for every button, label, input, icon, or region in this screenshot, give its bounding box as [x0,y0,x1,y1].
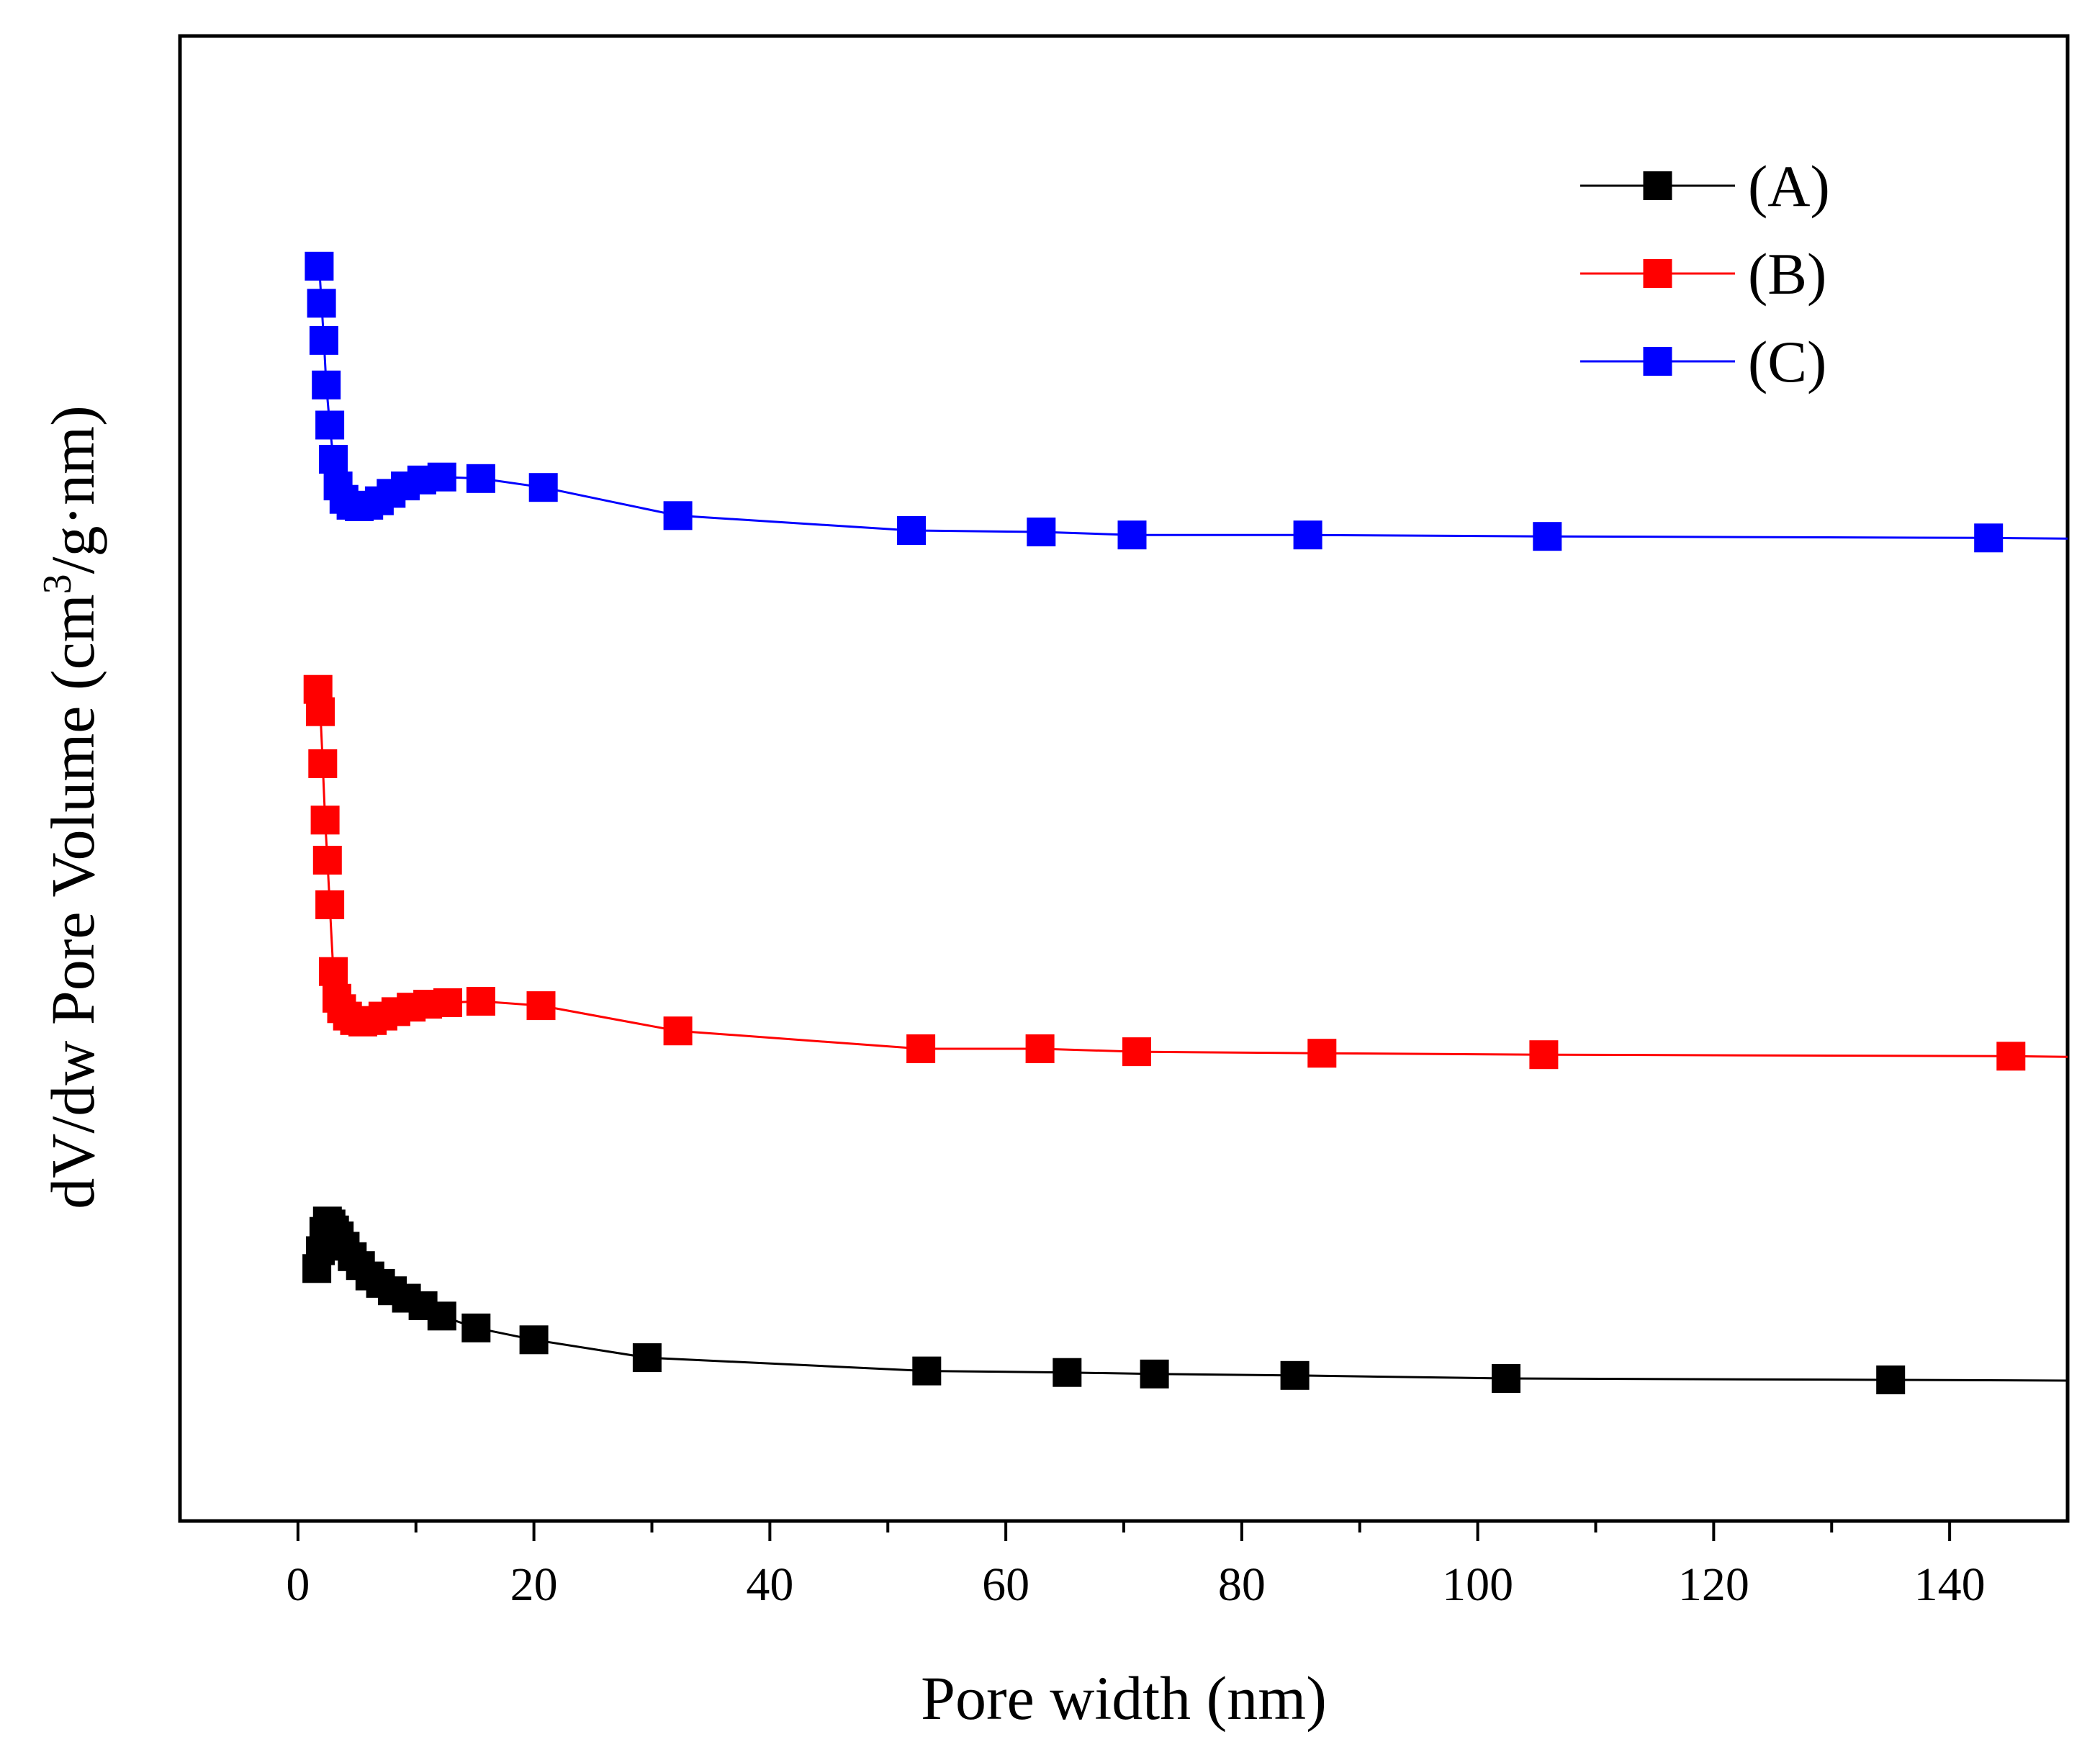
x-tick-label: 120 [1678,1558,1749,1611]
series-1-point [1140,1359,1169,1389]
series-2-point [1307,1039,1337,1068]
x-tick-label: 80 [1218,1558,1266,1611]
series-3-point [309,325,338,355]
series-1-line [315,1219,2068,1382]
legend: (A) (B) (C) [1580,153,1830,394]
series-3-point [315,410,345,440]
series-2-point [319,957,348,986]
x-tick-label: 20 [510,1558,558,1611]
series-2-point [1529,1040,1559,1070]
series-1-point [632,1343,662,1373]
series-2-point [906,1034,936,1063]
x-tick-label: 60 [982,1558,1029,1611]
series-3-point [897,516,926,545]
series-2-point [526,991,556,1021]
series-3-point [1533,522,1562,551]
legend-label: (A) [1748,153,1830,219]
x-axis-title: Pore width (nm) [921,1664,1327,1733]
series-3-point [1117,520,1147,550]
y-axis-title: dV/dw Pore Volume (cm3/g·nm) [35,405,107,1209]
series-3-line [317,266,2068,540]
series-1-point [1053,1358,1082,1387]
x-tick-label: 140 [1914,1558,1986,1611]
series-2-line [317,689,2068,1058]
y-axis-title-superscript: 3 [35,574,80,594]
series-3-point [305,251,334,281]
series-1-point [461,1313,491,1342]
series-2-point [315,890,345,919]
legend-marker [1643,347,1672,376]
series-2-point [308,749,338,778]
series-2-point [466,987,495,1016]
series-1-point [1280,1360,1310,1390]
series-3-point [312,370,341,399]
series-3-point [1974,523,2004,553]
legend-label: (C) [1748,329,1826,394]
x-tick-label: 0 [286,1558,310,1611]
series-3-point [307,289,336,318]
series-3-point [1293,520,1322,550]
series-3-point [466,464,495,493]
legend-marker [1643,171,1672,200]
y-axis-title-main: dV/dw Pore Volume (cm [38,594,107,1209]
series-2-point [433,988,462,1017]
series-3-point [663,501,693,531]
series-3-point [427,462,456,492]
legend-marker [1643,259,1672,288]
series-2-point [1025,1034,1055,1063]
series-2-point [663,1016,693,1046]
series-2-point [306,697,335,726]
series-3-point [1027,518,1056,546]
x-tick-label: 100 [1442,1558,1513,1611]
series-1-point [519,1325,549,1355]
series-group [302,251,2068,1394]
series-1-point [427,1301,456,1331]
series-3-point [319,445,348,474]
legend-label: (B) [1748,241,1826,307]
series-2-point [312,846,342,875]
series-3-point [528,473,558,502]
series-1-point [912,1356,942,1386]
series-2-point [310,805,340,835]
series-1-point [1876,1365,1906,1394]
axes: 0 20 40 60 80 100 120 140 [178,34,2070,1611]
series-2-point [1996,1042,2026,1071]
y-axis-title-tail: /g·nm) [38,405,107,574]
series-1-point [1492,1364,1520,1393]
x-tick-label: 40 [746,1558,793,1611]
series-2-point [1122,1037,1151,1067]
